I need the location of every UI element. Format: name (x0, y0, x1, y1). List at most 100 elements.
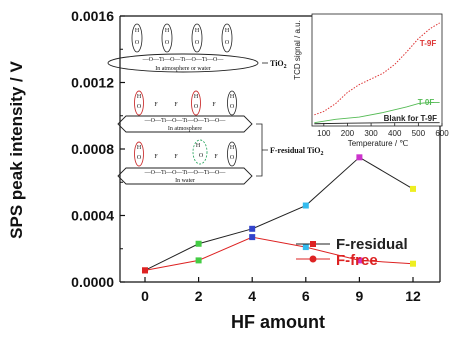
caption-top: In atmosphere or water (155, 66, 210, 72)
y-ticks: 0.0000 0.0004 0.0008 0.0012 0.0016 (71, 8, 125, 290)
atom-h-label: H (230, 94, 235, 100)
molecule-oh-red-1: H O (134, 90, 144, 116)
chain-text-bot: —O—Ti—O—Ti—O—Ti—O— (144, 170, 227, 176)
surface-hexagon-bot (117, 167, 253, 185)
inset-series-group (314, 22, 440, 125)
schematic-tio2: H O H O H O H O —O—Ti—O—Ti—O—Ti—O— In at… (107, 23, 287, 73)
molecule-oval (161, 23, 173, 53)
inset-label-t9f: T-9F (420, 39, 437, 48)
x-tick-label: 12 (405, 288, 421, 304)
molecule-water-green: H O (192, 139, 208, 165)
atom-o-label: O (230, 104, 235, 110)
atom-h-label: H (137, 94, 142, 100)
inset-y-title: TCD signal / a.u. (293, 20, 302, 80)
inset-series-line (314, 122, 440, 125)
atom-h-label: H (165, 28, 170, 34)
atom-h-label: H (196, 143, 201, 149)
molecule-oh-1: H O (131, 23, 143, 53)
atom-f-label: F (174, 102, 178, 108)
data-point-f-residual (356, 154, 363, 161)
y-tick-label: 0.0000 (71, 274, 114, 290)
x-tick-label: 4 (248, 288, 256, 304)
label-tio2-main: TiO (270, 59, 284, 68)
data-point-f-residual (142, 267, 148, 274)
surface-hexagon-mid (117, 115, 253, 133)
atom-o-label: O (137, 104, 142, 110)
atom-h-label: H (225, 28, 230, 34)
legend-marker-f-residual (310, 241, 316, 247)
schematic: H O H O H O H O —O—Ti—O—Ti—O—Ti—O— In at… (107, 23, 323, 185)
x-axis-title: HF amount (231, 312, 325, 332)
atom-f-label: F (154, 102, 158, 108)
legend-entry-f-free: F-free (296, 252, 378, 269)
inset-label-t0f: T-0F (418, 98, 435, 107)
x-tick-label: 0 (141, 288, 149, 304)
inset-frame (311, 13, 443, 127)
data-point-f-residual (195, 240, 202, 247)
atom-h-label: H (195, 28, 200, 34)
y-axis-title: SPS peak intensity / V (7, 61, 26, 239)
molecule-oh-red-3: H O (134, 141, 144, 167)
inset-series-line (314, 102, 440, 124)
x-tick-label: 9 (356, 288, 364, 304)
series-line-f-free (144, 236, 414, 271)
data-point-f-residual (410, 185, 416, 192)
x-ticks: 0 2 4 6 9 12 (141, 277, 421, 304)
bracket-f-residual (256, 123, 268, 177)
inset-x-title: Temperature / ℃ (348, 139, 409, 148)
molecule-oval-red (134, 90, 144, 116)
data-point-f-free (249, 234, 256, 241)
label-tio2: TiO2 (270, 59, 287, 70)
y-tick-label: 0.0012 (71, 75, 114, 91)
atom-f-label: F (214, 154, 218, 160)
data-point-f-residual (302, 202, 309, 209)
legend-entry-f-residual: F-residual (296, 236, 408, 253)
molecule-oval (191, 23, 203, 53)
legend-marker-f-free (309, 255, 317, 263)
molecule-oval-red (191, 90, 201, 116)
label-tio2-sub: 2 (284, 64, 287, 70)
atom-h-label: H (230, 145, 235, 151)
atom-o-label: O (194, 104, 199, 110)
atom-f-label: F (174, 154, 178, 160)
label-f-residual-main: F-residual TiO (270, 146, 320, 155)
series-line-f-residual (144, 156, 414, 271)
data-point-f-free (195, 257, 202, 264)
inset-x-tick-label: 200 (341, 129, 355, 138)
series-group (142, 154, 416, 274)
molecule-oval-dashed (192, 139, 208, 165)
atom-h-label: H (137, 145, 142, 151)
atom-o-label: O (230, 155, 235, 161)
inset-label-blank: Blank for T-9F (384, 114, 437, 123)
molecule-oh-5: H O (227, 90, 237, 116)
data-point-f-free (302, 244, 309, 251)
x-tick-label: 2 (195, 288, 203, 304)
atom-f-label: F (154, 154, 158, 160)
y-tick-label: 0.0016 (71, 8, 114, 24)
molecule-oh-4: H O (221, 23, 233, 53)
molecule-oh-red-2: H O (191, 90, 201, 116)
molecule-oval (221, 23, 233, 53)
schematic-f-residual: H O F F H O F H O —O—Ti—O—Ti—O—Ti—O— In … (117, 90, 323, 185)
chain-text-mid: —O—Ti—O—Ti—O—Ti—O— (144, 118, 227, 124)
data-point-f-free (410, 260, 416, 267)
inset-x-tick-label: 400 (388, 129, 402, 138)
inset-chart: 100 200 300 400 500 600 TCD signal / a.u. Tem… (293, 13, 449, 148)
caption-mid: In atmosphere (168, 126, 202, 132)
inset-x-tick-label: 300 (364, 129, 378, 138)
y-tick-label: 0.0008 (71, 141, 114, 157)
chain-text-top: —O—Ti—O—Ti—O—Ti—O— (142, 57, 225, 63)
label-f-residual-sub: 2 (320, 151, 323, 157)
atom-h-label: H (135, 28, 140, 34)
inset-series-line (314, 22, 440, 116)
molecule-oh-6: H O (227, 141, 237, 167)
molecule-oh-3: H O (191, 23, 203, 53)
molecule-oh-2: H O (161, 23, 173, 53)
atom-o-label: O (165, 40, 170, 46)
data-point-f-free (356, 257, 363, 264)
molecule-oval (227, 90, 237, 116)
legend-label-f-free: F-free (336, 252, 378, 269)
label-f-residual: F-residual TiO2 (270, 146, 323, 157)
molecule-oval (227, 141, 237, 167)
